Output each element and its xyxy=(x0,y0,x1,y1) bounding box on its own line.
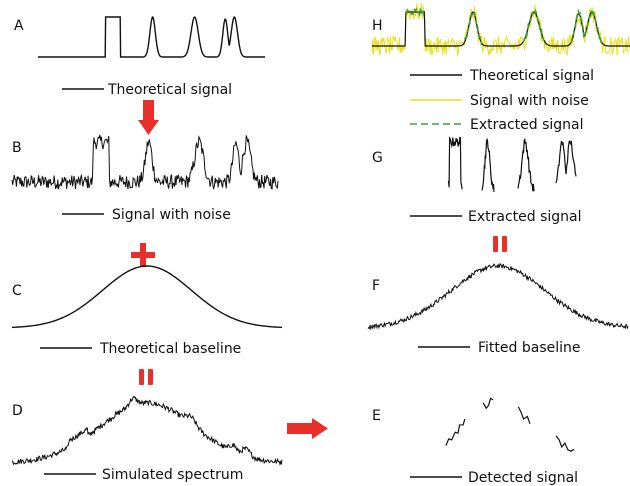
extracted-signal-fragment xyxy=(447,136,463,190)
legend-item-theoretical-signal: Theoretical signal xyxy=(410,68,594,84)
extracted-signal-fragment xyxy=(517,137,535,192)
panel-d-caption: Simulated spectrum xyxy=(102,467,243,483)
panel-h-letter: H xyxy=(372,18,383,34)
panel-h: H Theoretical signal Signal with noise E… xyxy=(371,2,630,133)
panel-b-caption: Signal with noise xyxy=(112,207,231,223)
panel-c-theoretical-baseline-curve xyxy=(11,265,283,329)
detected-signal-fragment xyxy=(482,397,494,410)
panel-a-letter: A xyxy=(14,18,24,34)
equals-sign-icon xyxy=(139,369,153,385)
panel-e-letter: E xyxy=(372,408,381,424)
panel-g-extracted-signal-fragments xyxy=(447,136,577,193)
legend-label-noise: Signal with noise xyxy=(470,93,589,109)
panel-g-letter: G xyxy=(372,150,383,166)
panel-g-caption: Extracted signal xyxy=(468,209,582,225)
panel-e-caption: Detected signal xyxy=(468,470,578,486)
panel-d-simulated-spectrum-curve xyxy=(11,396,283,466)
panel-a: A Theoretical signal xyxy=(14,16,265,98)
panel-e: E Detected signal xyxy=(372,397,578,486)
down-arrow-icon xyxy=(138,100,159,135)
detected-signal-fragment xyxy=(517,406,531,425)
panel-f-fitted-baseline-curve xyxy=(367,262,629,331)
extracted-signal-fragment xyxy=(555,139,577,184)
legend-item-signal-with-noise: Signal with noise xyxy=(410,93,589,109)
panel-b-letter: B xyxy=(12,140,22,156)
panel-f-letter: F xyxy=(372,278,380,294)
panel-b: B Signal with noise xyxy=(11,134,279,223)
panel-h-extracted-signal-curve xyxy=(405,7,603,46)
panel-c-letter: C xyxy=(12,283,22,299)
panel-e-detected-signal-fragments xyxy=(445,397,575,452)
legend-label-extracted: Extracted signal xyxy=(470,117,584,133)
plus-sign-icon xyxy=(131,243,155,267)
equals-sign-icon xyxy=(493,236,507,252)
panel-d: D Simulated spectrum xyxy=(11,396,283,483)
panel-a-theoretical-signal-curve xyxy=(38,16,265,58)
detected-signal-fragment xyxy=(445,418,466,446)
detected-signal-fragment xyxy=(555,435,575,452)
panel-d-letter: D xyxy=(12,403,23,419)
panel-c: C Theoretical baseline xyxy=(11,265,283,357)
panel-c-caption: Theoretical baseline xyxy=(99,341,241,357)
panel-f-caption: Fitted baseline xyxy=(478,340,581,356)
right-arrow-icon xyxy=(287,418,328,439)
panel-a-caption: Theoretical signal xyxy=(107,82,232,98)
panel-h-noisy-signal-curve xyxy=(371,2,630,56)
panel-f: F Fitted baseline xyxy=(367,262,629,356)
panel-b-noisy-signal-curve xyxy=(11,134,279,191)
legend-item-extracted-signal: Extracted signal xyxy=(410,117,584,133)
panel-g: G Extracted signal xyxy=(372,136,582,225)
extracted-signal-fragment xyxy=(481,137,495,193)
legend-label-theoretical: Theoretical signal xyxy=(469,68,594,84)
panel-h-legend: Theoretical signal Signal with noise Ext… xyxy=(410,68,594,133)
